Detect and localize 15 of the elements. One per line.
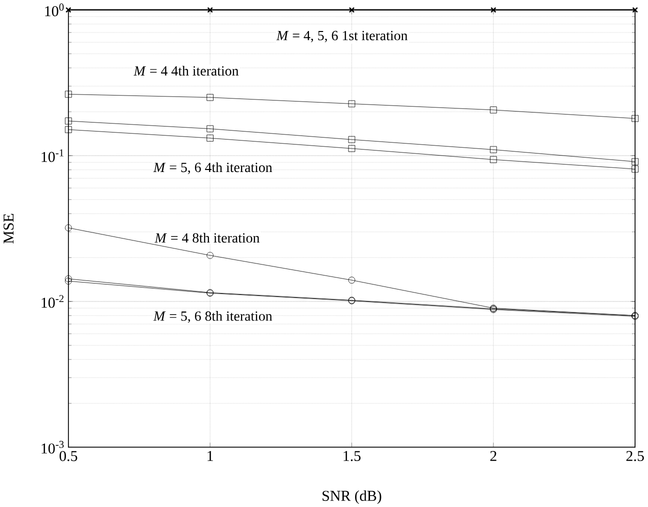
annotation: M = 4 4th iteration [134,66,239,76]
y-tick-label: 10$^{-2}$ [42,294,64,308]
y-axis-title: MSE [4,214,14,244]
x-axis-title: SNR (dB) [322,490,382,504]
x-tick-label: 1.5 [344,450,361,461]
y-tick-label: 10$^{0}$ [45,3,64,16]
y-tick-label: 10$^{-1}$ [42,149,64,162]
x-tick-label: 2 [490,450,496,461]
annotation: M = 5, 6 8th iteration [153,310,272,323]
x-tick-label: 0.5 [60,450,78,461]
x-tick-label: 2.5 [626,450,644,461]
annotation: M = 5, 6 4th iteration [153,162,272,174]
annotation: M = 4 8th iteration [154,232,260,242]
annotation: M = 4, 5, 6 1st iteration [276,30,408,42]
x-tick-label: 1 [208,450,213,461]
